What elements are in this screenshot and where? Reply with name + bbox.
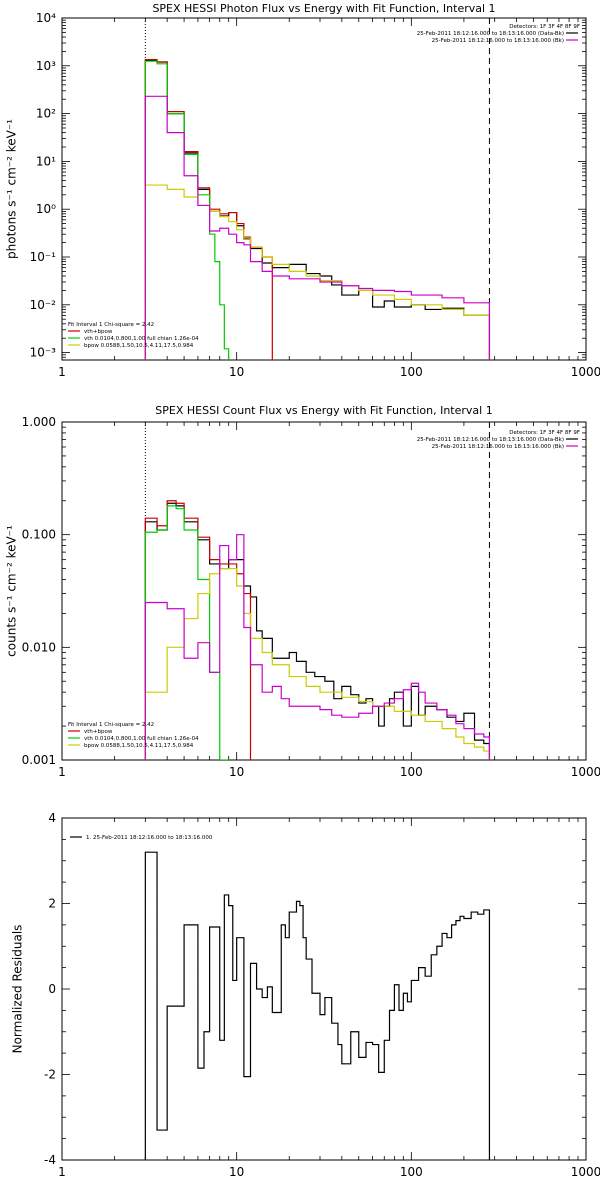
y-tick-label: 10⁻¹: [30, 250, 57, 264]
series-observed: [144, 851, 491, 1160]
x-tick-label: 1: [58, 365, 66, 379]
x-tick-label: 1: [58, 1165, 66, 1179]
y-tick-label: 1.000: [22, 415, 56, 429]
y-tick-label: 10⁴: [36, 11, 56, 25]
series-background: [144, 534, 491, 760]
x-tick-label: 1000: [571, 765, 600, 779]
series-background: [144, 95, 491, 360]
panel-3: Normalized Residuals 1 10 100 1000 -4 -2 0 2 4 1. …: [11, 811, 600, 1179]
y-tick-label: 10²: [36, 107, 56, 121]
y-tick-label: 0.100: [22, 528, 56, 542]
y-tick-label: 4: [48, 811, 56, 825]
legend-entry: vth+bpow: [84, 329, 113, 335]
y-tick-label: 0: [48, 982, 56, 996]
y-tick-label: 10⁻³: [30, 346, 57, 360]
legend-entry: bpow 0.0588,1.50,10.5,4.11,17.5,0.984: [84, 743, 194, 749]
y-tick-label: 10¹: [36, 154, 56, 168]
legend-entry: Detectors: 1F 3F 4F 8F 9F: [509, 24, 580, 30]
y-tick-label: 10⁰: [36, 202, 56, 216]
y-tick-label: 0.010: [22, 640, 56, 654]
legend-entry: 25-Feb-2011 18:12:16.000 to 18:13:16.000…: [432, 38, 564, 44]
legend-entry: Detectors: 1F 3F 4F 8F 9F: [509, 430, 580, 436]
y-axis-label: photons s⁻¹ cm⁻² keV⁻¹: [5, 119, 19, 259]
plot-frame: [61, 421, 587, 761]
panel-title: SPEX HESSI Count Flux vs Energy with Fit…: [155, 404, 492, 417]
legend-entry: bpow 0.0588,1.50,10.5,4.11,17.5,0.984: [84, 343, 194, 349]
series-total_fit: [144, 58, 273, 360]
x-tick-label: 1000: [571, 365, 600, 379]
y-tick-label: 2: [48, 897, 56, 911]
y-axis-label: counts s⁻¹ cm⁻² keV⁻¹: [5, 525, 19, 657]
plot-frame: [61, 817, 587, 1161]
series-observed: [144, 59, 491, 360]
legend-entry: vth+bpow: [84, 729, 113, 735]
legend-entry: 25-Feb-2011 18:12:16.000 to 18:13:16.000…: [432, 444, 564, 450]
panel-title: SPEX HESSI Photon Flux vs Energy with Fi…: [152, 2, 495, 15]
x-tick-label: 1: [58, 765, 66, 779]
x-tick-label: 10: [229, 765, 244, 779]
y-tick-label: 10⁻²: [30, 298, 57, 312]
series-observed: [144, 502, 491, 760]
x-tick-label: 10: [229, 365, 244, 379]
y-tick-label: 10³: [36, 59, 56, 73]
y-tick-label: -4: [44, 1153, 56, 1167]
legend-entry: vth 0.0104,0.800,1.00 full chian 1.26e-0…: [84, 336, 199, 342]
legend-entry: Fit Interval 1 Chi-square = 2.42: [68, 322, 154, 328]
panel-2: SPEX HESSI Count Flux vs Energy with Fit…: [5, 404, 600, 779]
series-vth: [144, 505, 230, 760]
x-tick-label: 100: [400, 1165, 423, 1179]
plot-frame: [61, 17, 587, 361]
y-tick-label: 0.001: [22, 753, 56, 767]
x-tick-label: 100: [400, 365, 423, 379]
legend-entry: vth 0.0104,0.800,1.00 full chian 1.26e-0…: [84, 736, 199, 742]
x-tick-label: 10: [229, 1165, 244, 1179]
x-tick-label: 1000: [571, 1165, 600, 1179]
series-bpow: [144, 567, 491, 760]
legend-entry: 25-Feb-2011 18:12:16.000 to 18:13:16.000…: [417, 31, 564, 37]
legend-entry: Fit Interval 1 Chi-square = 2.42: [68, 722, 154, 728]
legend-entry: 1. 25-Feb-2011 18:12:16.000 to 18:13:16.…: [86, 835, 213, 841]
x-tick-label: 100: [400, 765, 423, 779]
y-tick-label: -2: [44, 1068, 56, 1082]
y-axis-label: Normalized Residuals: [11, 925, 25, 1054]
panel-1: SPEX HESSI Photon Flux vs Energy with Fi…: [5, 2, 600, 379]
legend-entry: 25-Feb-2011 18:12:16.000 to 18:13:16.000…: [417, 437, 564, 443]
series-vth: [144, 60, 230, 360]
